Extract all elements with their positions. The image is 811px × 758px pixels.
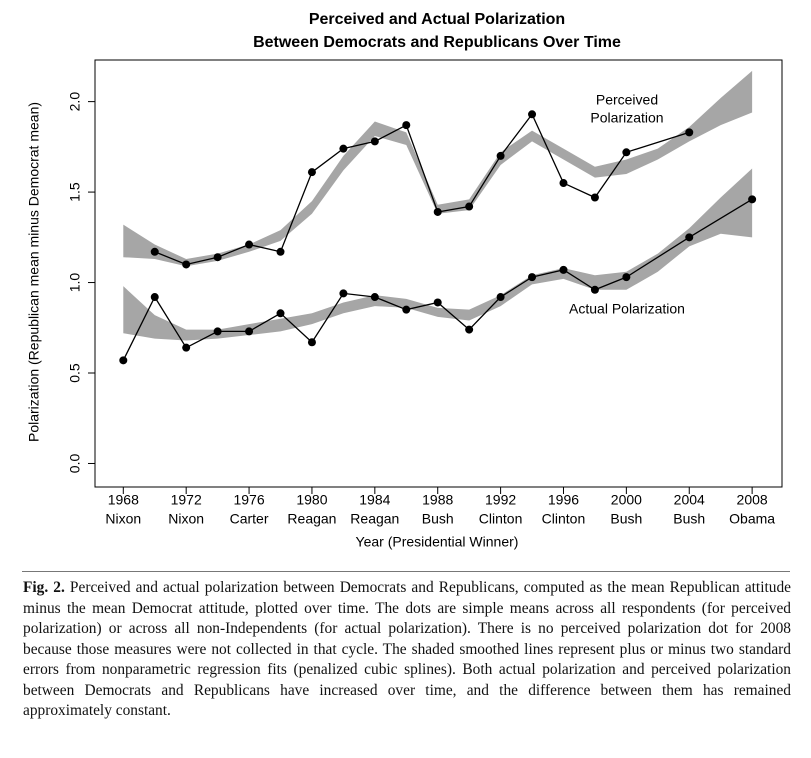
data-point — [559, 265, 568, 274]
data-point — [213, 327, 222, 336]
data-point — [276, 309, 285, 318]
annotation: Actual Polarization — [569, 301, 685, 317]
x-tick-label: 2000 — [611, 492, 642, 508]
data-point — [119, 356, 128, 365]
caption: Fig. 2. Perceived and actual polarizatio… — [23, 578, 791, 722]
divider — [22, 571, 790, 572]
caption-label: Fig. 2. — [23, 579, 65, 596]
x-tick-label: 1968 — [108, 492, 139, 508]
data-point — [528, 110, 537, 119]
x-tick-sublabel: Carter — [230, 511, 269, 527]
x-tick-label: 1984 — [359, 492, 390, 508]
y-tick-label: 0.5 — [67, 363, 83, 383]
data-point — [559, 179, 568, 188]
y-tick-label: 2.0 — [67, 92, 83, 112]
data-point — [748, 195, 757, 204]
data-point — [307, 338, 316, 347]
x-tick-label: 1972 — [171, 492, 202, 508]
data-point — [433, 207, 442, 216]
data-point — [245, 327, 254, 336]
y-tick-label: 0.0 — [67, 454, 83, 474]
data-point — [150, 247, 159, 256]
x-tick-sublabel: Reagan — [350, 511, 399, 527]
x-tick-sublabel: Bush — [422, 511, 454, 527]
data-point — [622, 148, 631, 157]
x-tick-sublabel: Nixon — [168, 511, 204, 527]
data-point — [465, 202, 474, 211]
data-point — [150, 293, 159, 302]
data-point — [276, 247, 285, 256]
x-tick-sublabel: Bush — [610, 511, 642, 527]
data-point — [339, 289, 348, 298]
x-tick-label: 1996 — [548, 492, 579, 508]
chart-title: Between Democrats and Republicans Over T… — [253, 34, 621, 51]
y-tick-label: 1.0 — [67, 273, 83, 293]
data-point — [370, 293, 379, 302]
x-tick-sublabel: Bush — [673, 511, 705, 527]
chart: Perceived and Actual Polarization Betwee… — [26, 11, 783, 550]
data-point — [685, 233, 694, 242]
data-point — [339, 144, 348, 153]
confidence-band — [123, 70, 753, 267]
chart-title: Perceived and Actual Polarization — [309, 11, 565, 28]
data-point — [685, 128, 694, 137]
annotation: Perceived — [596, 92, 658, 108]
x-tick-label: 1988 — [422, 492, 453, 508]
data-point — [402, 305, 411, 314]
x-tick-label: 2004 — [674, 492, 705, 508]
series-line — [154, 113, 690, 266]
x-tick-sublabel: Nixon — [105, 511, 141, 527]
x-tick-sublabel: Clinton — [479, 511, 523, 527]
data-point — [245, 240, 254, 249]
y-tick-label: 1.5 — [67, 182, 83, 202]
data-point — [590, 193, 599, 202]
data-point — [307, 168, 316, 177]
y-axis-label: Polarization (Republican mean minus Demo… — [26, 102, 42, 442]
data-point — [590, 285, 599, 294]
data-point — [182, 260, 191, 269]
x-tick-label: 1980 — [296, 492, 327, 508]
annotation: Polarization — [590, 110, 663, 126]
data-point — [496, 293, 505, 302]
data-point — [182, 343, 191, 352]
x-axis-label: Year (Presidential Winner) — [356, 534, 519, 550]
plot-frame — [94, 59, 783, 488]
data-point — [370, 137, 379, 146]
data-point — [402, 121, 411, 130]
caption-text: Perceived and actual polarization betwee… — [23, 579, 791, 719]
data-point — [496, 151, 505, 160]
x-tick-label: 1992 — [485, 492, 516, 508]
data-point — [622, 273, 631, 282]
x-tick-label: 1976 — [233, 492, 264, 508]
x-tick-label: 2008 — [737, 492, 768, 508]
data-point — [213, 253, 222, 262]
x-tick-sublabel: Clinton — [542, 511, 586, 527]
x-tick-sublabel: Obama — [729, 511, 775, 527]
data-point — [465, 325, 474, 334]
x-tick-sublabel: Reagan — [287, 511, 336, 527]
data-point — [433, 298, 442, 307]
data-point — [528, 273, 537, 282]
